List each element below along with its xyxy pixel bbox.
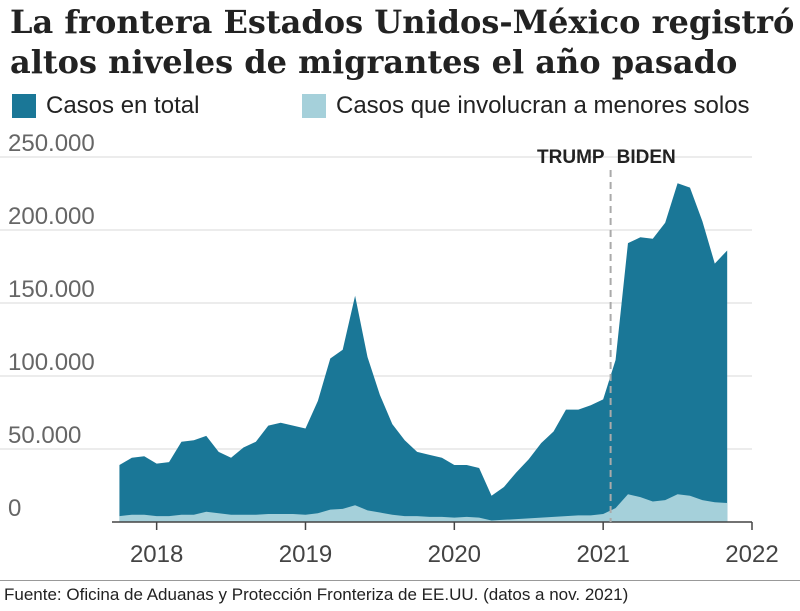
y-tick-label: 150.000: [8, 276, 95, 303]
source-text: Fuente: Oficina de Aduanas y Protección …: [4, 585, 629, 604]
legend-label-total: Casos en total: [46, 92, 200, 119]
x-tick-label: 2021: [576, 541, 629, 568]
source-note: Fuente: Oficina de Aduanas y Protección …: [0, 580, 800, 605]
area-chart: 0 50.000 100.000 150.000 200.000 250.000 2018 2…: [0, 130, 779, 568]
x-tick-label: 2018: [130, 541, 183, 568]
title-line-2: altos niveles de migrantes el año pasado: [10, 43, 738, 81]
y-tick-label: 250.000: [8, 130, 95, 157]
y-tick-label: 50.000: [8, 422, 81, 449]
chart-title: La frontera Estados Unidos-México regist…: [10, 2, 795, 82]
title-line-1: La frontera Estados Unidos-México regist…: [10, 3, 795, 41]
legend-item-minors: Casos que involucran a menores solos: [302, 92, 750, 120]
annotation-trump: TRUMP: [537, 147, 605, 168]
legend-swatch-total: [12, 94, 36, 118]
legend-swatch-minors: [302, 94, 326, 118]
area-unaccompanied-minors: [119, 494, 728, 522]
y-tick-label: 100.000: [8, 349, 95, 376]
x-tick-label: 2020: [428, 541, 481, 568]
y-tick-label: 0: [8, 495, 21, 522]
annotation-biden: BIDEN: [617, 147, 676, 168]
x-tick-label: 2022: [725, 541, 778, 568]
legend-item-total: Casos en total: [12, 92, 199, 120]
x-tick-label: 2019: [279, 541, 332, 568]
legend-label-minors: Casos que involucran a menores solos: [336, 92, 750, 119]
y-tick-label: 200.000: [8, 203, 95, 230]
area-total-cases: [119, 183, 728, 522]
legend: Casos en total Casos que involucran a me…: [12, 92, 792, 122]
